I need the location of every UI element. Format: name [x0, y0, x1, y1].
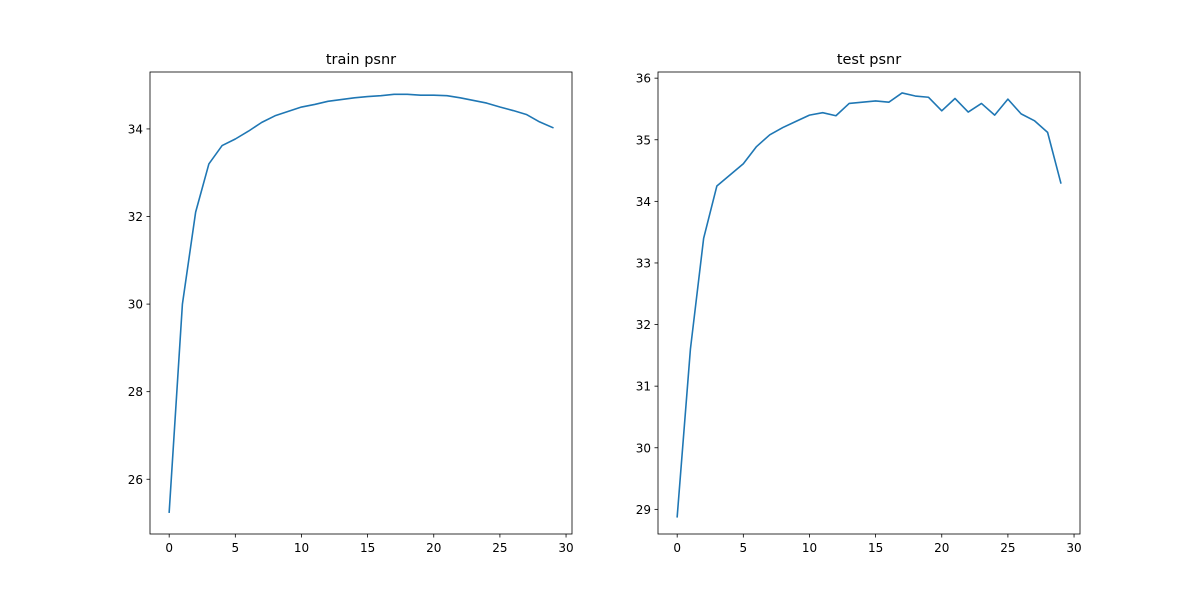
y-tick-label: 31 — [636, 380, 651, 394]
chart-title: train psnr — [326, 52, 396, 68]
x-tick-label: 5 — [740, 541, 748, 555]
y-tick-label: 32 — [128, 210, 143, 224]
y-tick-label: 34 — [128, 122, 143, 136]
x-tick-label: 30 — [558, 541, 573, 555]
psnr-series-line — [168, 93, 554, 513]
x-tick-label: 25 — [492, 541, 507, 555]
x-tick-label: 20 — [934, 541, 949, 555]
x-tick-label: 10 — [294, 541, 309, 555]
x-tick-label: 15 — [868, 541, 883, 555]
y-tick-label: 29 — [636, 503, 651, 517]
y-tick-label: 30 — [128, 298, 143, 312]
x-tick-label: 15 — [360, 541, 375, 555]
x-tick-label: 10 — [802, 541, 817, 555]
y-tick-label: 26 — [128, 473, 143, 487]
x-tick-label: 30 — [1066, 541, 1081, 555]
chart-title: test psnr — [837, 52, 901, 68]
x-tick-label: 0 — [673, 541, 681, 555]
train-psnr-chart: train psnr 0 5 10 15 20 25 30 26 28 30 32 34 — [128, 52, 574, 555]
y-tick-label: 30 — [636, 441, 651, 455]
y-tick-label: 36 — [636, 72, 651, 86]
x-tick-label: 0 — [165, 541, 173, 555]
x-tick-label: 25 — [1000, 541, 1015, 555]
axes-frame — [149, 71, 573, 535]
y-tick-label: 35 — [636, 133, 651, 147]
test-psnr-chart: test psnr 0 5 10 15 20 25 30 29 30 31 32 33 34 35 36 — [636, 52, 1082, 555]
x-tick-label: 20 — [426, 541, 441, 555]
psnr-series-line — [676, 92, 1062, 518]
x-tick-label: 5 — [232, 541, 240, 555]
y-tick-label: 33 — [636, 256, 651, 270]
y-tick-label: 32 — [636, 318, 651, 332]
axes-frame — [657, 71, 1081, 535]
y-tick-label: 34 — [636, 195, 651, 209]
y-tick-label: 28 — [128, 385, 143, 399]
